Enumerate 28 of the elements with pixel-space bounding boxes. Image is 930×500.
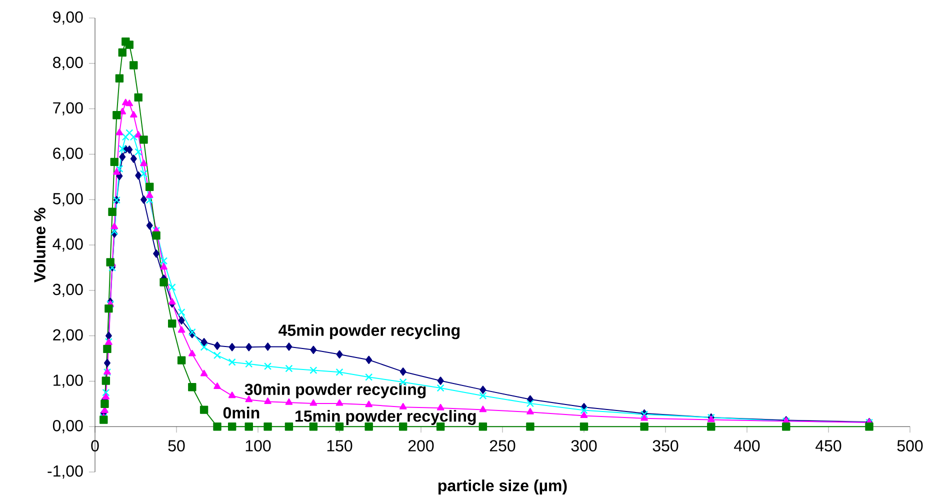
x-tick-label: 450 [816, 440, 842, 452]
y-tick-label: 2,00 [53, 329, 83, 343]
x-tick-label: 400 [734, 440, 760, 452]
series-label: 15min powder recycling [296, 410, 476, 426]
y-tick-label: 1,00 [54, 374, 83, 388]
x-tick-label: 0 [91, 440, 99, 452]
x-tick-label: 350 [652, 440, 678, 452]
x-tick-label: 100 [246, 440, 271, 452]
y-tick-label: -1,00 [48, 466, 83, 479]
y-tick-label: 4,00 [52, 238, 83, 252]
y-axis-title: Volume % [34, 208, 46, 283]
x-tick-label: 300 [571, 440, 597, 452]
y-tick-label: 5,00 [52, 193, 83, 206]
series-label: 30min powder recycling [244, 383, 426, 398]
series-label: 45min powder recycling [278, 324, 460, 340]
x-tick-label: 500 [897, 440, 923, 452]
x-tick-label: 200 [408, 440, 434, 452]
x-tick-label: 150 [327, 440, 352, 452]
series-label: 0min [223, 406, 260, 419]
x-axis-title: particle size (µm) [438, 480, 567, 495]
y-tick-label: 7,00 [53, 102, 83, 116]
x-tick-label: 50 [168, 440, 185, 452]
y-tick-label: 9,00 [53, 12, 83, 25]
y-tick-label: 0,00 [52, 420, 83, 434]
y-tick-label: 8,00 [53, 56, 83, 70]
x-tick-label: 250 [490, 440, 516, 452]
y-tick-label: 6,00 [53, 148, 83, 161]
y-tick-label: 3,00 [52, 284, 83, 298]
